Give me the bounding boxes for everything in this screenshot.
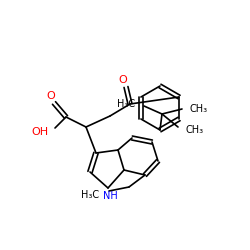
- Text: O: O: [119, 75, 128, 85]
- Text: CH₃: CH₃: [186, 125, 204, 135]
- Text: H₃C: H₃C: [117, 99, 135, 109]
- Text: OH: OH: [32, 127, 49, 137]
- Text: NH: NH: [103, 191, 118, 201]
- Text: O: O: [46, 91, 56, 101]
- Text: H₃C: H₃C: [81, 190, 99, 200]
- Text: CH₃: CH₃: [190, 104, 208, 114]
